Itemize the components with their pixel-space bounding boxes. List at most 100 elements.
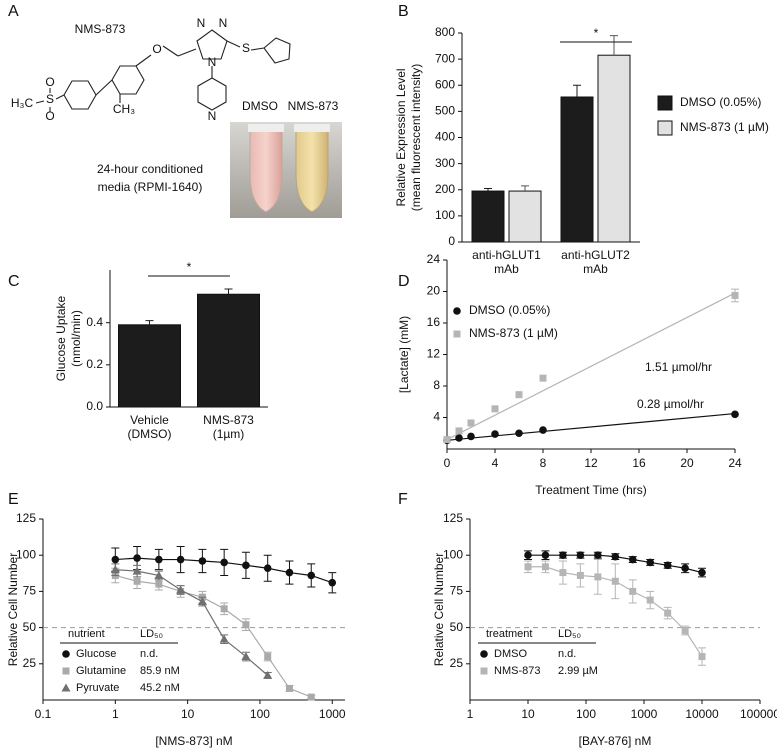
- marker: [220, 558, 228, 567]
- marker: [110, 565, 120, 574]
- y-tick-label: 25: [23, 656, 37, 670]
- marker: [731, 291, 739, 299]
- x-tick-label: 1000: [631, 707, 658, 721]
- marker: [539, 426, 547, 434]
- panel-letter: E: [8, 491, 19, 508]
- y-tick-label: 100: [435, 208, 455, 222]
- y-tick-label: 0.2: [86, 357, 103, 371]
- x-tick-label: (1µm): [213, 427, 245, 441]
- legend-label: Glutamine: [76, 665, 126, 677]
- error-bar: [573, 84, 581, 98]
- marker: [328, 578, 337, 587]
- curve: [115, 569, 269, 676]
- legend-ld50: n.d.: [558, 648, 576, 660]
- marker: [155, 580, 163, 588]
- marker: [576, 551, 585, 559]
- bar: [508, 190, 542, 243]
- x-tick-label: 10: [181, 707, 195, 721]
- x-tick-label: 1000: [319, 707, 346, 721]
- significance-label: *: [594, 26, 599, 40]
- rate-label: 0.28 µmol/hr: [637, 397, 704, 411]
- x-tick-label: 100: [576, 707, 596, 721]
- marker: [264, 653, 272, 661]
- marker: [198, 557, 207, 565]
- tube-label: NMS-873: [288, 99, 339, 113]
- marker: [576, 571, 584, 579]
- y-tick-label: 100: [443, 547, 463, 561]
- significance-label: *: [187, 260, 192, 274]
- legend-ld50: 85.9 nM: [140, 665, 180, 677]
- x-tick-label: anti-hGLUT2: [561, 248, 630, 262]
- error-bar: [145, 320, 154, 325]
- legend-label: Pyruvate: [76, 682, 119, 694]
- marker: [242, 621, 250, 629]
- x-tick-label: 0: [444, 456, 451, 470]
- marker: [611, 552, 620, 561]
- marker: [559, 569, 567, 577]
- marker: [155, 555, 163, 564]
- marker: [467, 432, 475, 441]
- atom-label: N: [197, 16, 206, 30]
- y-tick-label: 50: [450, 620, 464, 634]
- x-tick-label: 100000: [740, 707, 777, 721]
- x-tick-label: 1: [112, 707, 119, 721]
- bar: [597, 54, 631, 243]
- marker: [524, 563, 532, 571]
- y-tick-label: 500: [435, 104, 455, 118]
- x-tick-label: 10: [521, 707, 535, 721]
- marker: [176, 585, 186, 594]
- marker: [453, 307, 461, 315]
- marker: [515, 429, 523, 438]
- curve: [115, 574, 312, 698]
- legend-header: LD₅₀: [140, 628, 163, 640]
- y-tick-label: 300: [435, 156, 455, 170]
- y-axis-label: Glucose Uptake: [54, 295, 68, 381]
- atom-label: O: [45, 75, 54, 89]
- marker: [154, 570, 164, 579]
- y-tick-label: 12: [427, 347, 441, 361]
- x-tick-label: 100: [250, 707, 270, 721]
- y-axis-label: Relative Expression Level: [394, 68, 408, 206]
- y-tick-label: 400: [435, 130, 455, 144]
- marker: [664, 609, 672, 617]
- x-tick-label: Vehicle: [130, 413, 169, 427]
- x-tick-label: anti-hGLUT1: [472, 248, 541, 262]
- atom-label: CH₃: [113, 102, 135, 116]
- caption: media (RPMI-1640): [98, 180, 203, 194]
- marker: [541, 563, 549, 571]
- x-tick-label: 16: [632, 456, 646, 470]
- legend-ld50: n.d.: [140, 648, 158, 660]
- y-tick-label: 0.0: [86, 399, 103, 413]
- marker: [524, 551, 532, 559]
- marker: [307, 693, 315, 701]
- legend-ld50: 2.99 µM: [558, 665, 598, 677]
- marker: [455, 434, 463, 442]
- marker: [443, 436, 451, 444]
- marker: [285, 568, 294, 577]
- marker: [133, 577, 141, 585]
- x-tick-label: 1: [467, 707, 474, 721]
- marker: [263, 564, 272, 573]
- x-tick-label: 24: [728, 456, 742, 470]
- x-axis-label: Treatment Time (hrs): [535, 483, 647, 497]
- x-tick-label: 8: [540, 456, 547, 470]
- legend-label: NMS-873: [494, 665, 540, 677]
- legend-ld50: 45.2 nM: [140, 682, 180, 694]
- x-tick-label: 10000: [685, 707, 719, 721]
- legend-header: LD₅₀: [558, 628, 581, 640]
- x-tick-label: mAb: [583, 262, 608, 276]
- legend-swatch: [657, 95, 673, 111]
- y-tick-label: 4: [433, 410, 440, 424]
- marker: [62, 650, 70, 658]
- marker: [594, 573, 602, 581]
- y-tick-label: 600: [435, 77, 455, 91]
- marker: [219, 634, 229, 643]
- y-tick-label: 125: [16, 511, 36, 525]
- marker: [559, 551, 567, 559]
- y-axis-label: Relative Cell Number: [432, 553, 446, 666]
- bar: [471, 190, 505, 243]
- y-tick-label: 25: [450, 656, 464, 670]
- rate-label: 1.51 µmol/hr: [645, 360, 712, 374]
- marker: [285, 684, 293, 692]
